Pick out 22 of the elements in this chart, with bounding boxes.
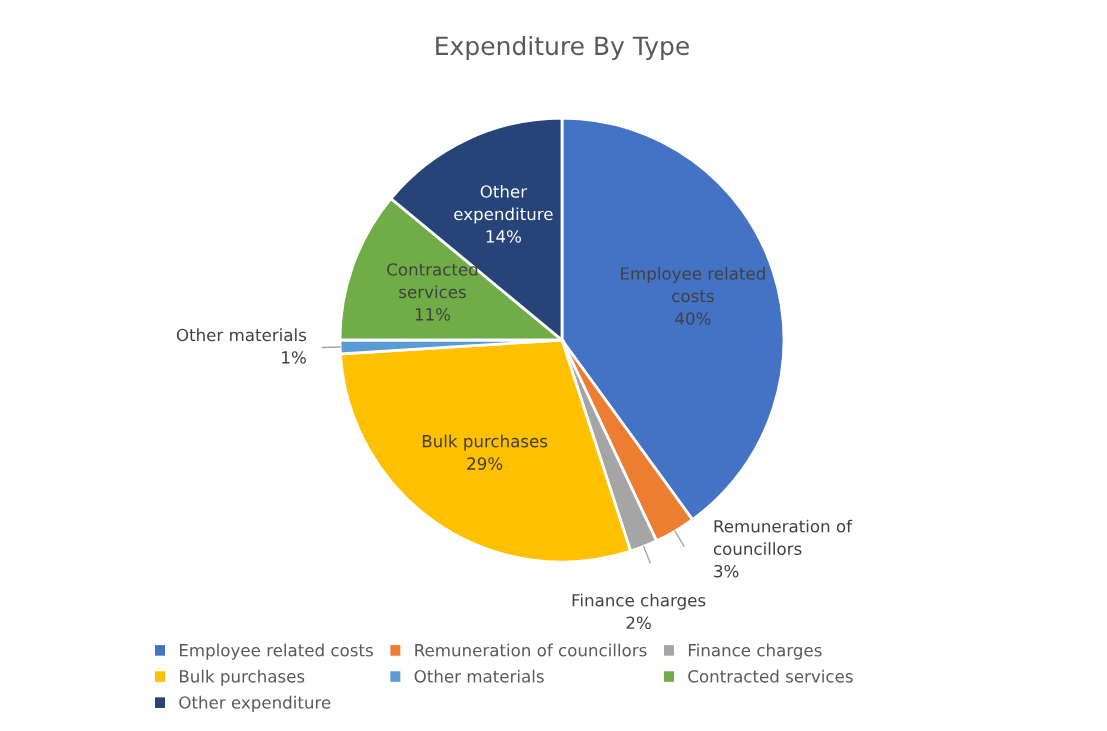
data-label: 11% <box>415 308 451 321</box>
data-label: 1% <box>282 351 306 364</box>
legend-label: Bulk purchases <box>179 669 305 686</box>
data-label: 2% <box>626 616 651 630</box>
slice-label: Contracted services <box>387 262 478 299</box>
legend-label: Other materials <box>414 669 544 683</box>
slice-label: Other materials <box>176 328 307 342</box>
data-label: 3% <box>714 564 739 578</box>
slice-label: Other expenditure <box>454 184 553 224</box>
data-label: 14% <box>486 230 521 243</box>
legend-label: Employee related costs <box>179 643 373 660</box>
slice-label: Bulk purchases <box>422 434 548 451</box>
slice-label: Finance charges <box>572 593 706 610</box>
legend-label: Finance charges <box>688 643 822 660</box>
slice-label: Remuneration of councillors <box>713 519 853 556</box>
data-label: 29% <box>467 457 503 470</box>
legend-label: Other expenditure <box>179 695 331 712</box>
legend-label: Contracted services <box>688 669 853 683</box>
slice-label: Employee related costs <box>621 266 765 303</box>
chart-title: Expenditure By Type <box>436 35 689 61</box>
data-label: 40% <box>675 312 711 325</box>
legend-label: Remuneration of councillors <box>415 643 647 657</box>
